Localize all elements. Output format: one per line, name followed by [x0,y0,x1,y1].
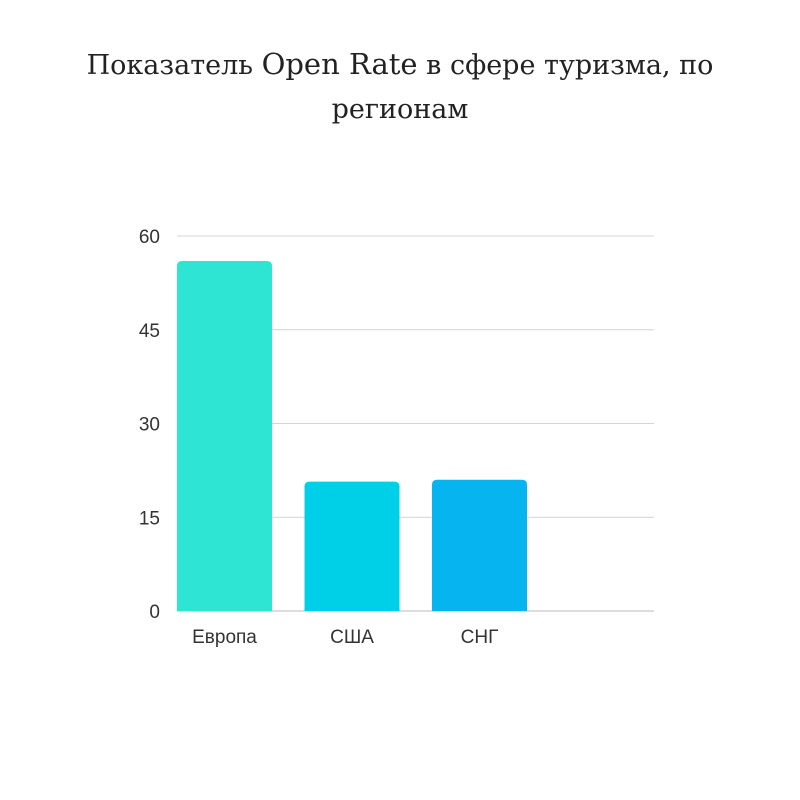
chart-title-part3: в сфере туризма, по регионам [331,50,714,125]
chart-title-part1: Показатель [86,50,262,81]
chart-title-part2: Open Rate [261,47,418,81]
chart-title: Показатель Open Rate в сфере туризма, по… [60,42,740,132]
x-tick-label: США [330,627,374,648]
bar [432,479,527,611]
y-tick-label: 45 [139,321,160,342]
bar [304,481,400,611]
y-tick-label: 60 [139,227,160,248]
y-tick-label: 15 [139,508,160,529]
bar [177,261,272,611]
x-tick-label: Европа [192,627,257,648]
y-tick-label: 0 [149,602,160,623]
y-tick-label: 30 [139,415,160,436]
x-tick-label: СНГ [461,627,499,648]
